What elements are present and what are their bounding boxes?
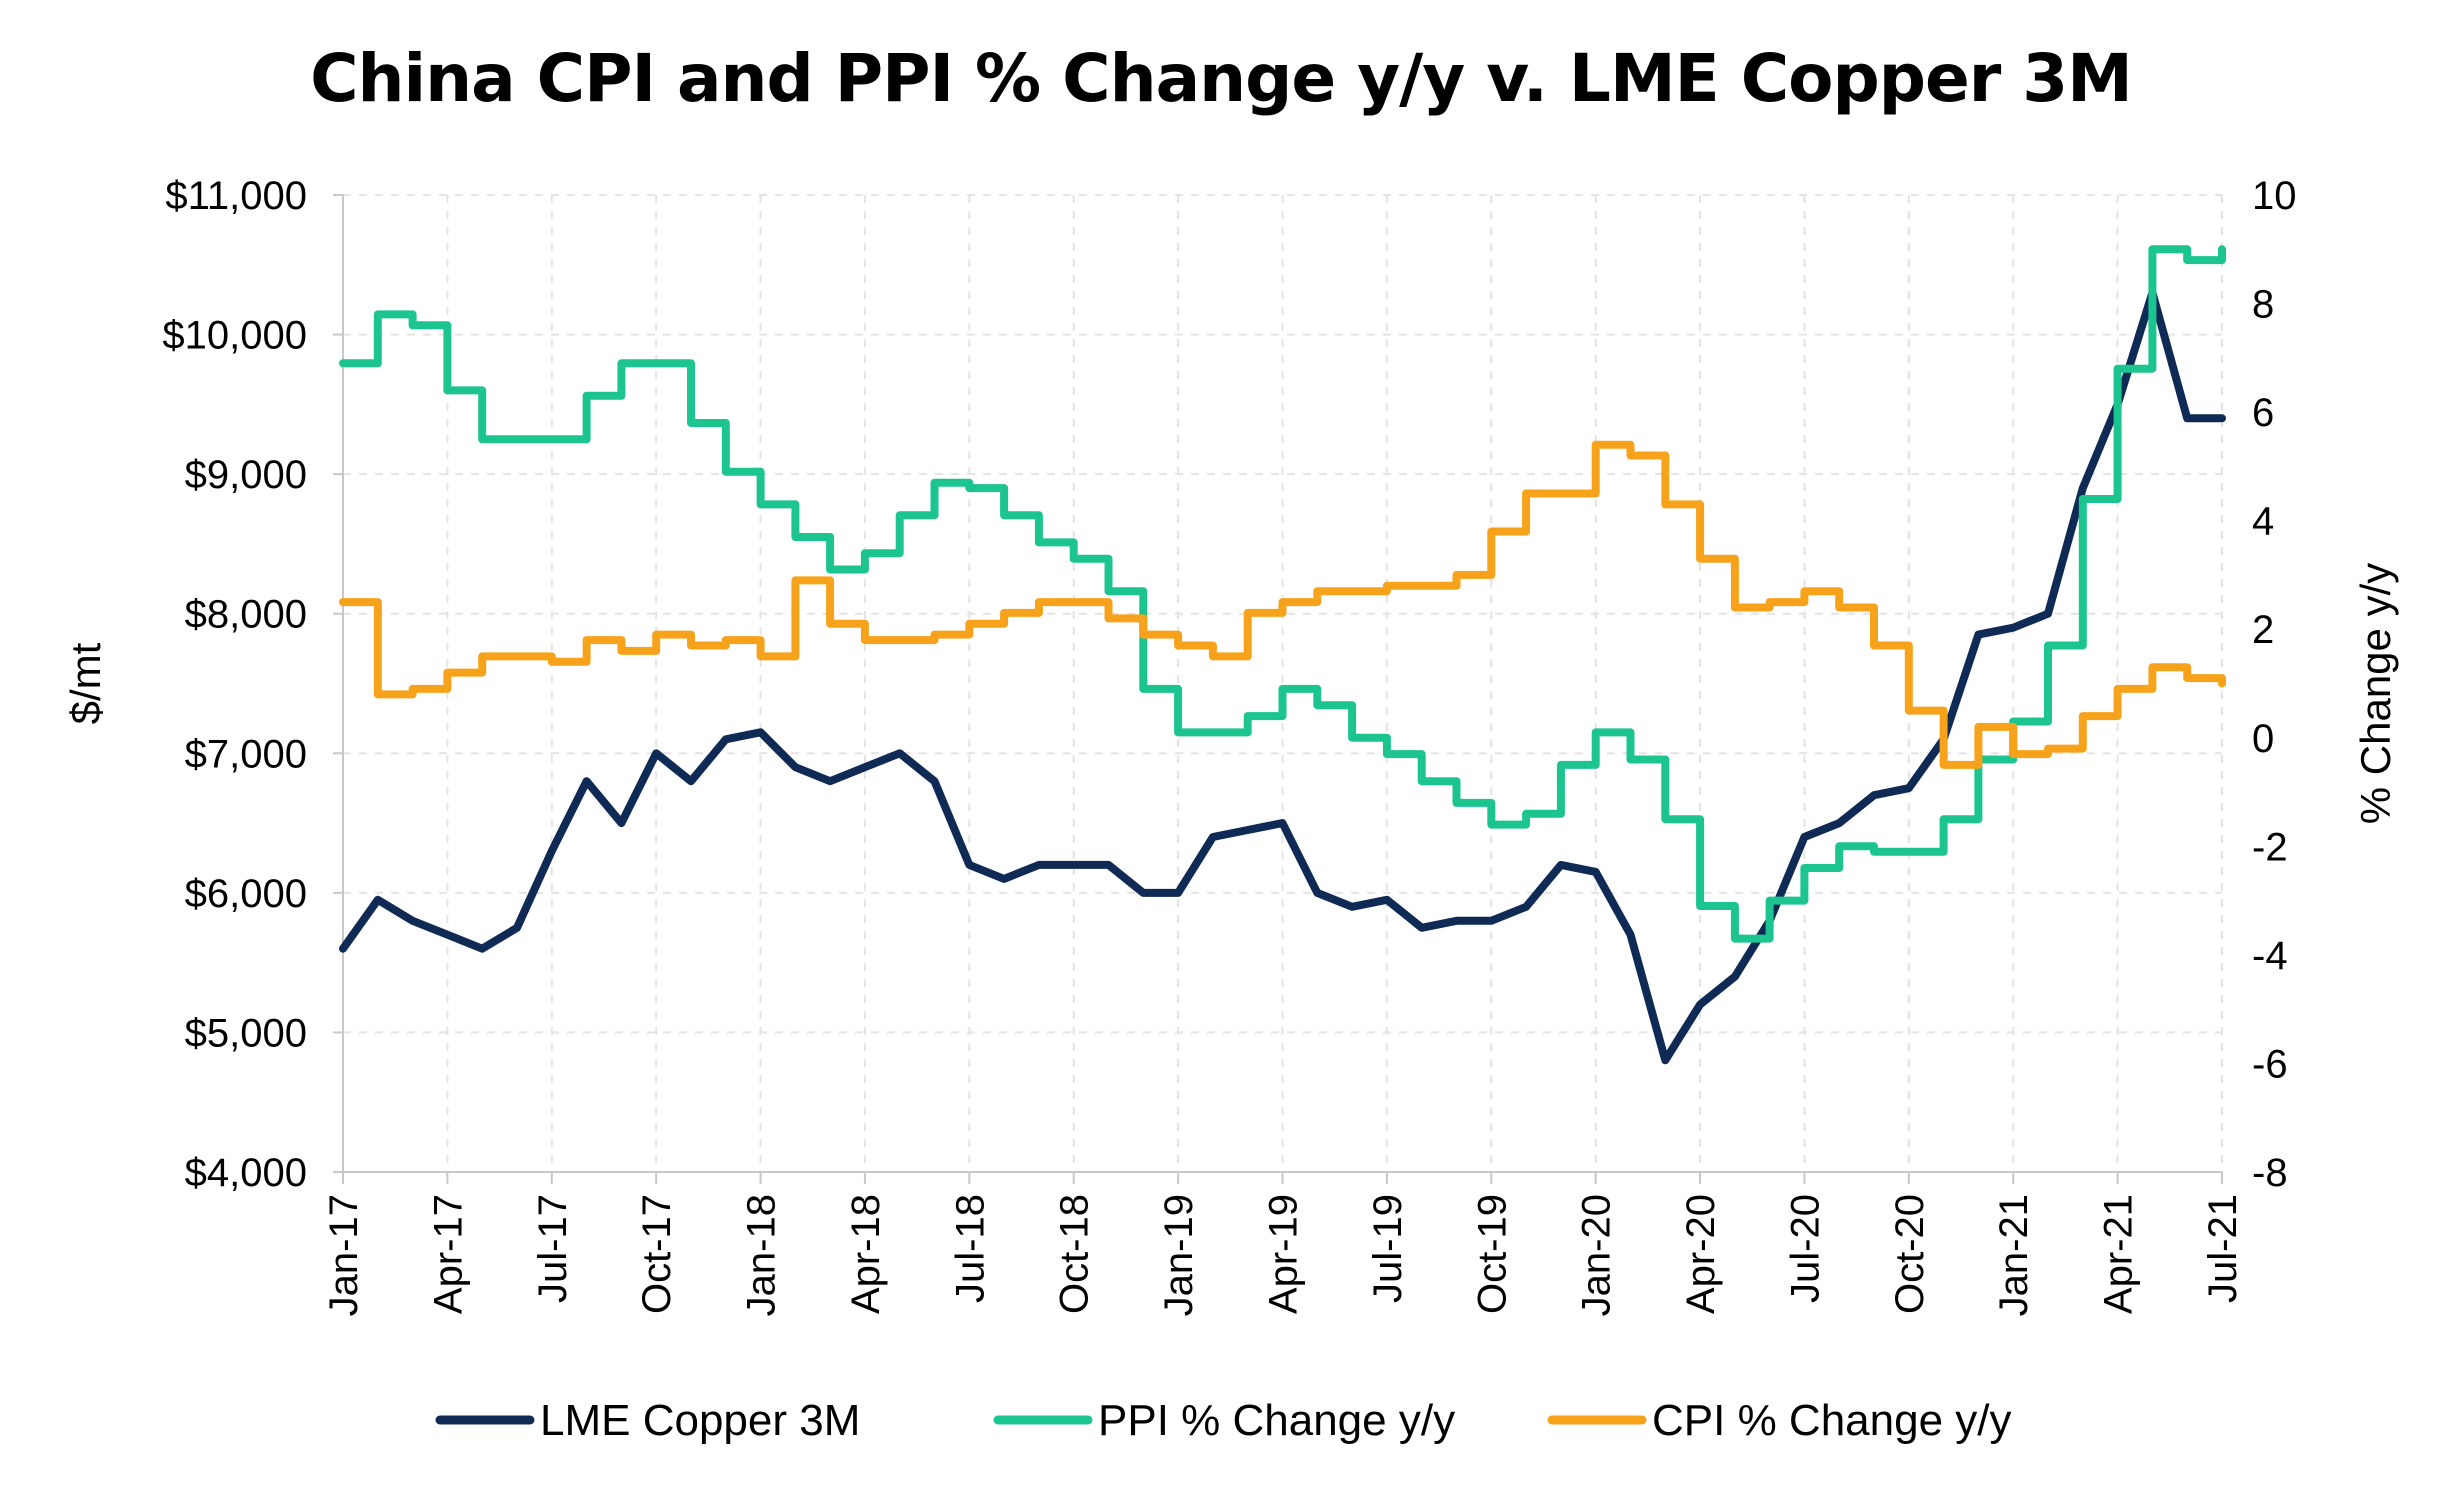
y-left-tick-label: $11,000 bbox=[165, 174, 307, 218]
series-line-2 bbox=[339, 440, 2226, 769]
x-tick-label: Oct-19 bbox=[1470, 1194, 1514, 1314]
y-right-tick-label: 4 bbox=[2252, 500, 2274, 544]
x-tick-label: Jan-21 bbox=[1992, 1194, 2036, 1316]
x-tick-label: Oct-18 bbox=[1053, 1194, 1097, 1314]
series-line-1 bbox=[339, 245, 2226, 943]
x-tick-label: Jan-18 bbox=[740, 1194, 784, 1316]
x-tick-label: Apr-17 bbox=[426, 1194, 470, 1314]
legend-label-2: CPI % Change y/y bbox=[1652, 1396, 2012, 1445]
y-left-tick-label: $9,000 bbox=[185, 453, 307, 497]
y-left-tick-label: $7,000 bbox=[185, 732, 307, 776]
legend-label-0: LME Copper 3M bbox=[540, 1396, 860, 1445]
y-left-axis-title: $/mt bbox=[62, 642, 109, 724]
x-tick-label: Jul-20 bbox=[1783, 1194, 1827, 1303]
y-right-tick-label: 2 bbox=[2252, 608, 2274, 652]
y-left-tick-label: $8,000 bbox=[185, 593, 307, 637]
y-right-tick-label: -6 bbox=[2252, 1042, 2288, 1086]
y-right-tick-label: 8 bbox=[2252, 283, 2274, 327]
y-right-tick-label: 10 bbox=[2252, 174, 2297, 218]
y-right-tick-label: -4 bbox=[2252, 934, 2288, 978]
y-right-tick-label: -8 bbox=[2252, 1151, 2288, 1195]
x-tick-label: Jul-17 bbox=[531, 1194, 575, 1303]
x-tick-label: Oct-17 bbox=[635, 1194, 679, 1314]
x-tick-label: Apr-18 bbox=[844, 1194, 888, 1314]
x-tick-label: Jul-18 bbox=[948, 1194, 992, 1303]
x-tick-label: Apr-21 bbox=[2097, 1194, 2141, 1314]
x-tick-label: Apr-20 bbox=[1679, 1194, 1723, 1314]
x-tick-label: Jan-19 bbox=[1157, 1194, 1201, 1316]
y-right-tick-label: 0 bbox=[2252, 717, 2274, 761]
y-left-tick-label: $6,000 bbox=[185, 872, 307, 916]
series-line-0 bbox=[339, 288, 2226, 1065]
x-tick-label: Jan-20 bbox=[1575, 1194, 1619, 1316]
y-left-tick-label: $4,000 bbox=[185, 1151, 307, 1195]
grid-layer bbox=[343, 194, 2223, 1172]
series-layer bbox=[339, 245, 2226, 1065]
y-right-tick-label: 6 bbox=[2252, 391, 2274, 435]
legend-label-1: PPI % Change y/y bbox=[1098, 1396, 1455, 1445]
x-tick-label: Apr-19 bbox=[1262, 1194, 1306, 1314]
y-left-tick-label: $10,000 bbox=[162, 314, 307, 358]
y-right-axis-title: % Change y/y bbox=[2352, 563, 2399, 824]
y-right-tick-label: -2 bbox=[2252, 825, 2288, 869]
x-tick-label: Jul-21 bbox=[2201, 1194, 2245, 1303]
chart-title: China CPI and PPI % Change y/y v. LME Co… bbox=[310, 40, 2133, 117]
x-tick-label: Oct-20 bbox=[1888, 1194, 1932, 1314]
legend-layer: LME Copper 3M PPI % Change y/y CPI % Chang… bbox=[435, 1396, 2012, 1445]
axis-layer: $4,000 $5,000 $6,000 $7,000 $8,000 $9,000 $10,… bbox=[62, 174, 2399, 1316]
x-tick-label: Jan-17 bbox=[322, 1194, 366, 1316]
y-left-tick-label: $5,000 bbox=[185, 1011, 307, 1055]
x-tick-label: Jul-19 bbox=[1366, 1194, 1410, 1303]
